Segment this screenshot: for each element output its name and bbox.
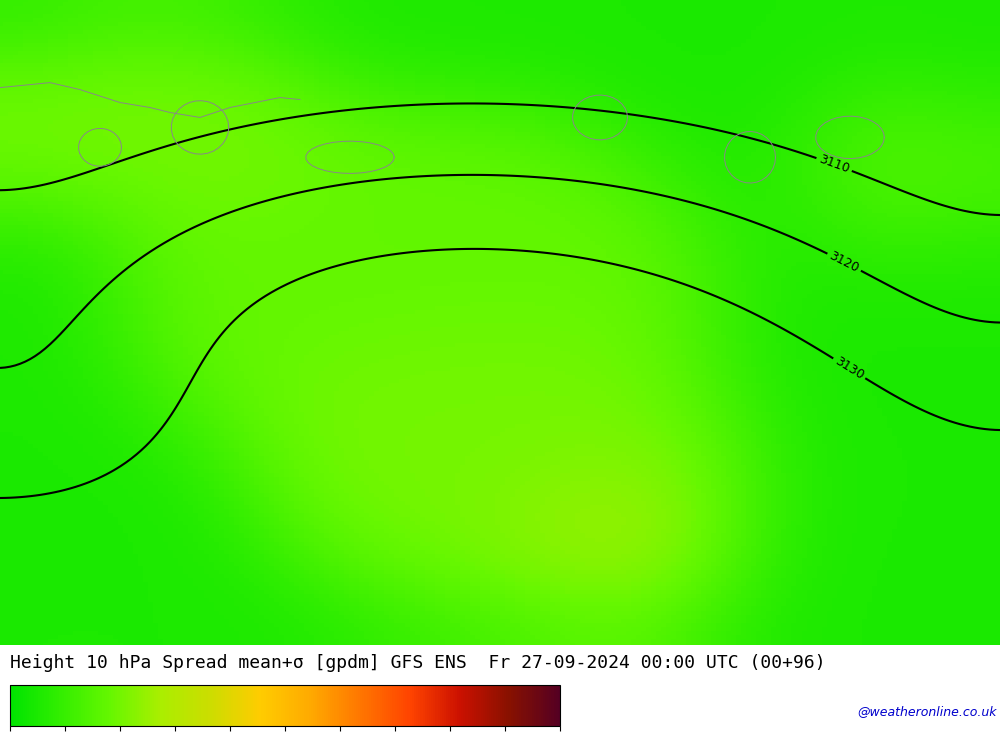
Text: @weatheronline.co.uk: @weatheronline.co.uk [858,704,997,718]
Text: 3120: 3120 [827,249,861,275]
Text: 3110: 3110 [817,153,851,176]
Text: Height 10 hPa Spread mean+σ [gpdm] GFS ENS  Fr 27-09-2024 00:00 UTC (00+96): Height 10 hPa Spread mean+σ [gpdm] GFS E… [10,654,826,671]
Text: 3130: 3130 [832,355,866,382]
